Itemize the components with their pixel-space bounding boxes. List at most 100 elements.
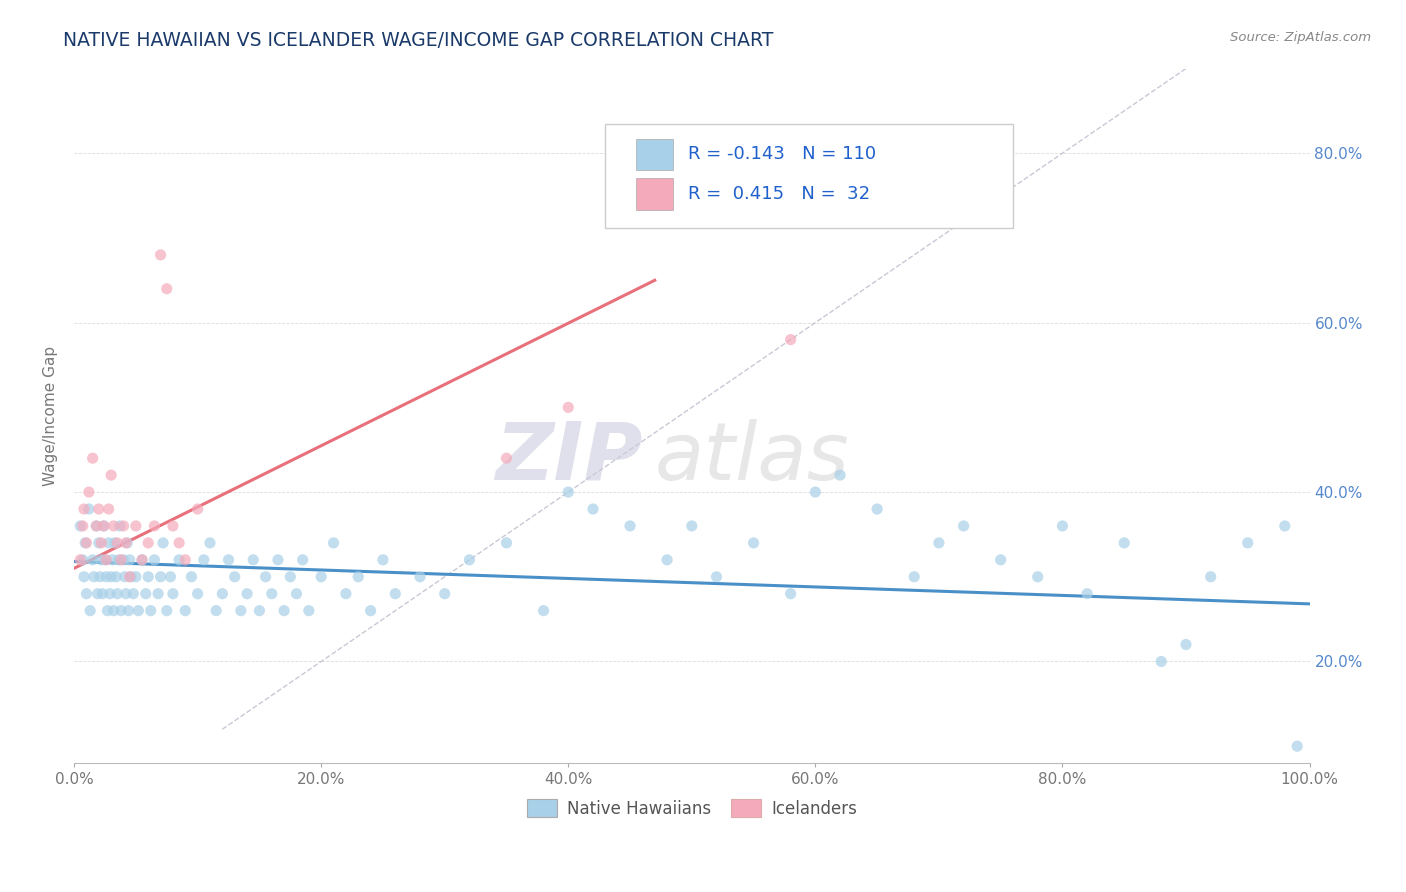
Point (79, 604, 101, 618)
Point (105, 587, 128, 601)
Point (90, 553, 112, 567)
Point (242, 553, 264, 567)
Point (384, 587, 406, 601)
Point (101, 553, 124, 567)
Point (73, 570, 96, 584)
Point (1236, 536, 1258, 550)
Point (97, 536, 120, 550)
Point (118, 570, 141, 584)
Point (96, 604, 118, 618)
Point (86, 519, 108, 533)
Point (77, 502, 100, 516)
Point (495, 536, 517, 550)
Point (117, 604, 139, 618)
Point (98, 587, 121, 601)
Point (1286, 739, 1309, 754)
Point (136, 570, 159, 584)
Text: atlas: atlas (655, 418, 849, 497)
Point (115, 536, 138, 550)
Point (322, 536, 344, 550)
Point (72, 553, 94, 567)
Point (187, 587, 209, 601)
Point (125, 519, 148, 533)
Point (91, 587, 114, 601)
Point (131, 553, 153, 567)
Point (115, 536, 138, 550)
Point (1076, 587, 1098, 601)
Point (928, 536, 950, 550)
Point (143, 553, 166, 567)
Point (77, 485, 100, 500)
Point (135, 587, 157, 601)
Point (371, 553, 394, 567)
Point (152, 536, 174, 550)
Point (198, 536, 221, 550)
Point (118, 553, 141, 567)
Point (582, 502, 605, 516)
Point (112, 553, 135, 567)
Point (828, 468, 851, 483)
Point (990, 553, 1012, 567)
Point (557, 485, 579, 500)
Text: ZIP: ZIP (495, 418, 643, 497)
Point (291, 553, 314, 567)
Point (82, 553, 104, 567)
Point (122, 587, 145, 601)
Point (804, 485, 827, 500)
Point (557, 401, 579, 415)
Point (298, 604, 321, 618)
Point (1274, 519, 1296, 533)
Point (75, 587, 97, 601)
Point (706, 570, 728, 584)
Point (75, 536, 97, 550)
Point (112, 519, 135, 533)
Point (72, 519, 94, 533)
Point (273, 604, 295, 618)
Point (159, 570, 181, 584)
Point (73, 502, 96, 516)
Point (1175, 638, 1198, 652)
Point (1052, 519, 1074, 533)
Legend: Native Hawaiians, Icelanders: Native Hawaiians, Icelanders (520, 793, 863, 824)
Y-axis label: Wage/Income Gap: Wage/Income Gap (44, 346, 58, 486)
Point (89, 570, 111, 584)
Point (93, 519, 115, 533)
Point (285, 587, 308, 601)
Point (93, 519, 115, 533)
Point (125, 570, 148, 584)
Text: R =  0.415   N =  32: R = 0.415 N = 32 (688, 185, 870, 203)
Point (82, 451, 104, 466)
Point (87, 536, 110, 550)
Point (779, 587, 801, 601)
Text: R = -0.143   N = 110: R = -0.143 N = 110 (688, 145, 876, 163)
Point (103, 604, 125, 618)
Point (211, 587, 233, 601)
Point (433, 587, 456, 601)
Point (69, 553, 91, 567)
Point (278, 570, 301, 584)
Point (1199, 570, 1222, 584)
Point (86, 587, 108, 601)
Point (75, 536, 97, 550)
Point (655, 553, 678, 567)
Point (156, 282, 179, 296)
Point (187, 502, 209, 516)
Point (681, 519, 703, 533)
Point (139, 604, 162, 618)
Point (100, 468, 122, 483)
Point (174, 604, 197, 618)
Point (335, 587, 357, 601)
Bar (636, 178, 673, 210)
Point (205, 604, 228, 618)
Point (143, 519, 166, 533)
Point (120, 570, 142, 584)
Point (100, 570, 122, 584)
Point (229, 604, 252, 618)
Point (110, 604, 132, 618)
Point (136, 536, 159, 550)
Point (156, 604, 179, 618)
Text: NATIVE HAWAIIAN VS ICELANDER WAGE/INCOME GAP CORRELATION CHART: NATIVE HAWAIIAN VS ICELANDER WAGE/INCOME… (63, 31, 773, 50)
Point (742, 536, 765, 550)
Point (247, 604, 270, 618)
Point (347, 570, 370, 584)
